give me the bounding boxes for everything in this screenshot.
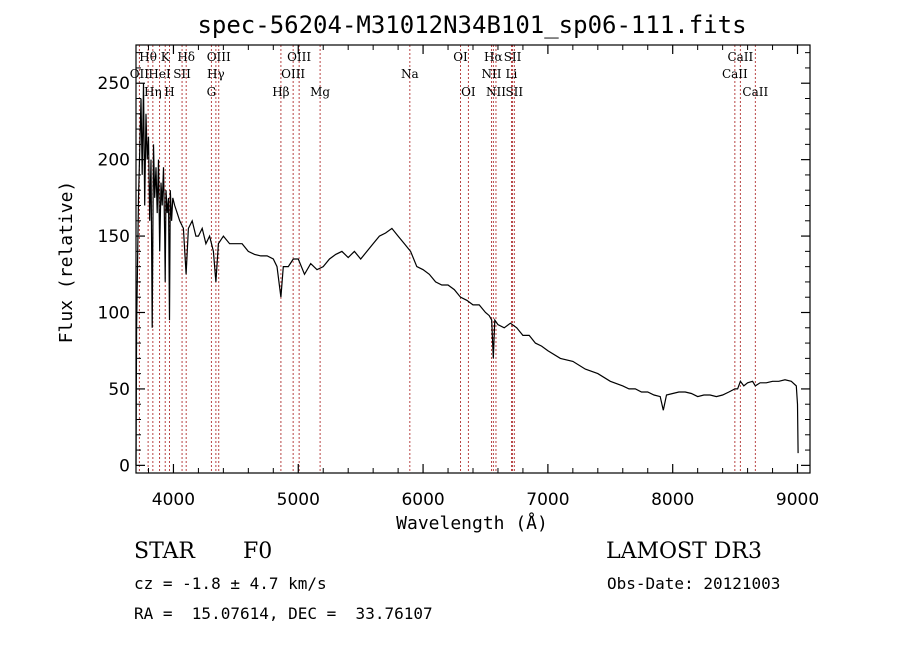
x-axis-label: Wavelength (Å) (396, 512, 548, 534)
spectral-line-markers (138, 45, 756, 473)
y-axis-ticks: 0 50 100 150 200 250 (98, 52, 810, 476)
flux-series-line (135, 83, 799, 466)
chart-title: spec-56204-M31012N34B101_sp06-111.fits (197, 11, 746, 39)
obs-date-text: Obs-Date: 20121003 (607, 574, 781, 593)
y-axis-label: Flux (relative) (56, 181, 77, 344)
x-tick-label: 5000 (277, 490, 320, 510)
object-class: STAR (134, 539, 195, 564)
coordinates-text: RA = 15.07614, DEC = 33.76107 (134, 604, 433, 623)
line-label-sii-6731: SII (505, 85, 523, 99)
line-label-caii-8498: CaII (722, 67, 748, 81)
redshift-text: cz = -1.8 ± 4.7 km/s (134, 574, 327, 593)
survey-name: LAMOST DR3 (606, 539, 762, 564)
line-label-mg: Mg (310, 85, 330, 99)
x-tick-label: 4000 (152, 490, 195, 510)
line-label-g: G (207, 85, 217, 99)
line-label-na: Na (401, 67, 419, 81)
line-label-nii-6584: NII (486, 85, 506, 99)
x-axis-ticks: 4000 5000 6000 7000 8000 9000 (147, 45, 819, 510)
y-tick-label: 150 (98, 227, 130, 247)
line-label-h: H (164, 85, 174, 99)
y-tick-label: 200 (98, 151, 130, 171)
x-tick-label: 8000 (651, 490, 694, 510)
line-label-nii-6548: NII (481, 67, 501, 81)
line-label-sii-6717: SII (504, 50, 522, 64)
line-label-caii-8662: CaII (742, 85, 768, 99)
line-label-h-beta: Hβ (272, 85, 289, 99)
y-tick-label: 100 (98, 304, 130, 324)
line-label-h-theta: Hθ (139, 50, 157, 64)
line-label-h-alpha: Hα (484, 50, 503, 64)
plot-frame (135, 44, 811, 474)
line-label-li: Li (506, 67, 518, 81)
line-label-k: K (161, 50, 171, 64)
line-label-caii-8542: CaII (727, 50, 753, 64)
spectral-line-labels: Hθ OII Hη HeI K H SII Hδ OIII Hγ G Hβ OIII OIII Mg Na OI… (130, 50, 769, 99)
line-label-oi-6300: OI (453, 50, 468, 64)
x-tick-label: 7000 (526, 490, 569, 510)
x-tick-label: 6000 (401, 490, 444, 510)
y-tick-label: 0 (119, 456, 130, 476)
line-label-oii: OII (130, 67, 150, 81)
line-label-h-delta: Hδ (177, 50, 195, 64)
object-subclass: F0 (243, 539, 273, 564)
line-label-h-gamma: Hγ (207, 67, 225, 81)
line-label-hei: HeI (148, 67, 171, 81)
line-label-h-eta: Hη (144, 85, 162, 99)
line-label-oiii-4959: OIII (281, 67, 305, 81)
line-label-oi-6363: OI (461, 85, 476, 99)
x-tick-label: 9000 (776, 490, 819, 510)
line-label-oiii-4363: OIII (207, 50, 231, 64)
y-tick-label: 250 (98, 74, 130, 94)
line-label-oiii-5007: OIII (287, 50, 311, 64)
y-tick-label: 50 (108, 380, 130, 400)
line-label-sii-4069: SII (173, 67, 191, 81)
